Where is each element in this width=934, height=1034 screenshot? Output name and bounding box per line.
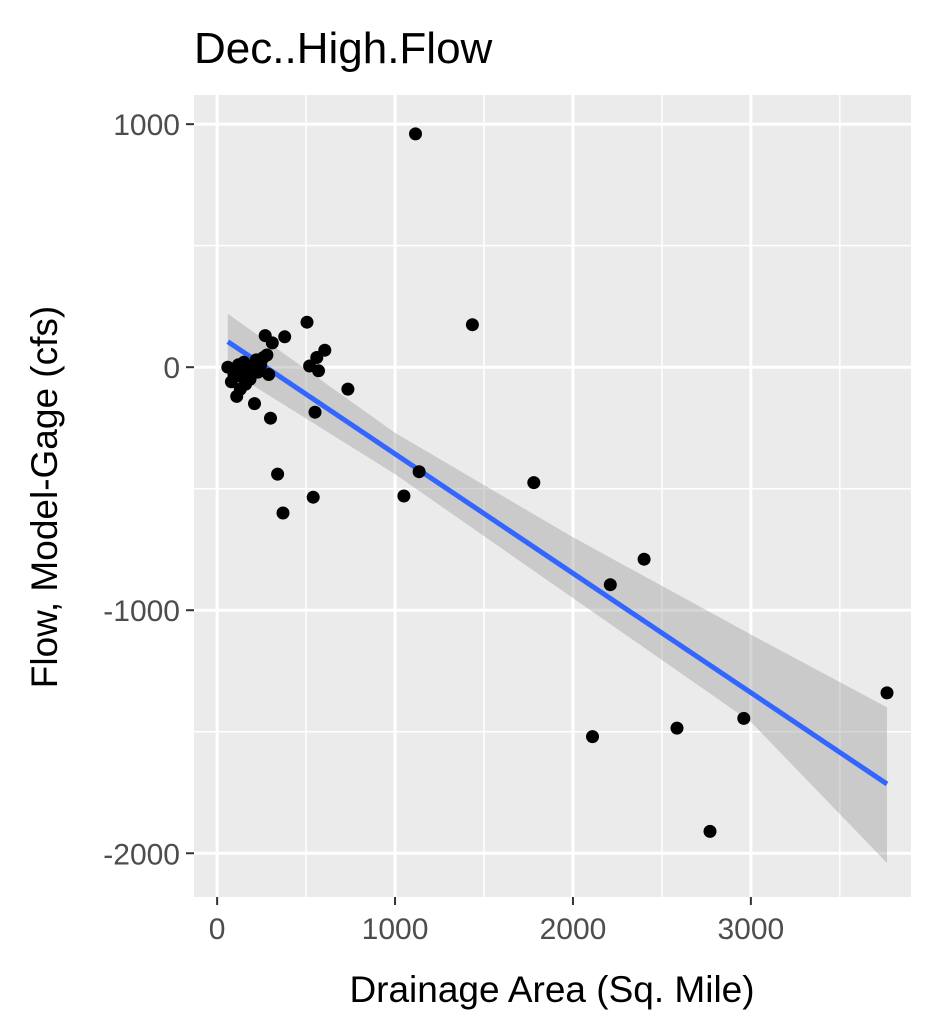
data-point bbox=[265, 336, 279, 350]
data-point bbox=[465, 318, 479, 332]
data-point bbox=[318, 343, 332, 357]
data-point bbox=[276, 506, 290, 520]
data-point bbox=[341, 382, 355, 396]
data-point bbox=[397, 489, 411, 503]
data-point bbox=[670, 721, 684, 735]
data-point bbox=[880, 686, 894, 700]
y-axis: -2000 -1000 0 1000 bbox=[103, 109, 194, 871]
data-point bbox=[637, 552, 651, 566]
y-tick-label: 1000 bbox=[113, 109, 180, 142]
data-point bbox=[300, 315, 314, 329]
plot-panel bbox=[194, 95, 911, 897]
points-layer bbox=[221, 127, 894, 838]
data-point bbox=[306, 490, 320, 504]
data-point bbox=[527, 476, 541, 490]
data-point bbox=[308, 405, 322, 419]
fit-line-layer bbox=[226, 339, 889, 787]
data-point bbox=[586, 730, 599, 744]
x-axis-title: Drainage Area (Sq. Mile) bbox=[349, 969, 754, 1010]
y-axis-title: Flow, Model-Gage (cfs) bbox=[24, 306, 65, 688]
y-tick-label: -1000 bbox=[103, 595, 180, 628]
x-axis: 0 1000 2000 3000 bbox=[209, 897, 784, 946]
data-point bbox=[264, 411, 277, 425]
grid-minor bbox=[194, 95, 911, 897]
data-point bbox=[312, 364, 325, 378]
data-point bbox=[603, 578, 617, 592]
data-point bbox=[737, 711, 751, 725]
y-tick-label: -2000 bbox=[103, 838, 180, 871]
x-tick-label: 2000 bbox=[540, 913, 607, 946]
x-tick-label: 0 bbox=[209, 913, 226, 946]
data-point bbox=[278, 330, 292, 344]
chart-title: Dec..High.Flow bbox=[194, 24, 493, 73]
data-point bbox=[409, 127, 422, 141]
x-tick-label: 3000 bbox=[718, 913, 785, 946]
data-point bbox=[260, 348, 274, 362]
fit-line bbox=[226, 339, 889, 787]
data-point bbox=[412, 465, 426, 479]
data-point bbox=[271, 467, 285, 481]
x-tick-label: 1000 bbox=[362, 913, 429, 946]
data-point bbox=[703, 824, 717, 838]
y-tick-label: 0 bbox=[163, 352, 180, 385]
data-point bbox=[262, 368, 276, 381]
data-point bbox=[248, 397, 261, 411]
